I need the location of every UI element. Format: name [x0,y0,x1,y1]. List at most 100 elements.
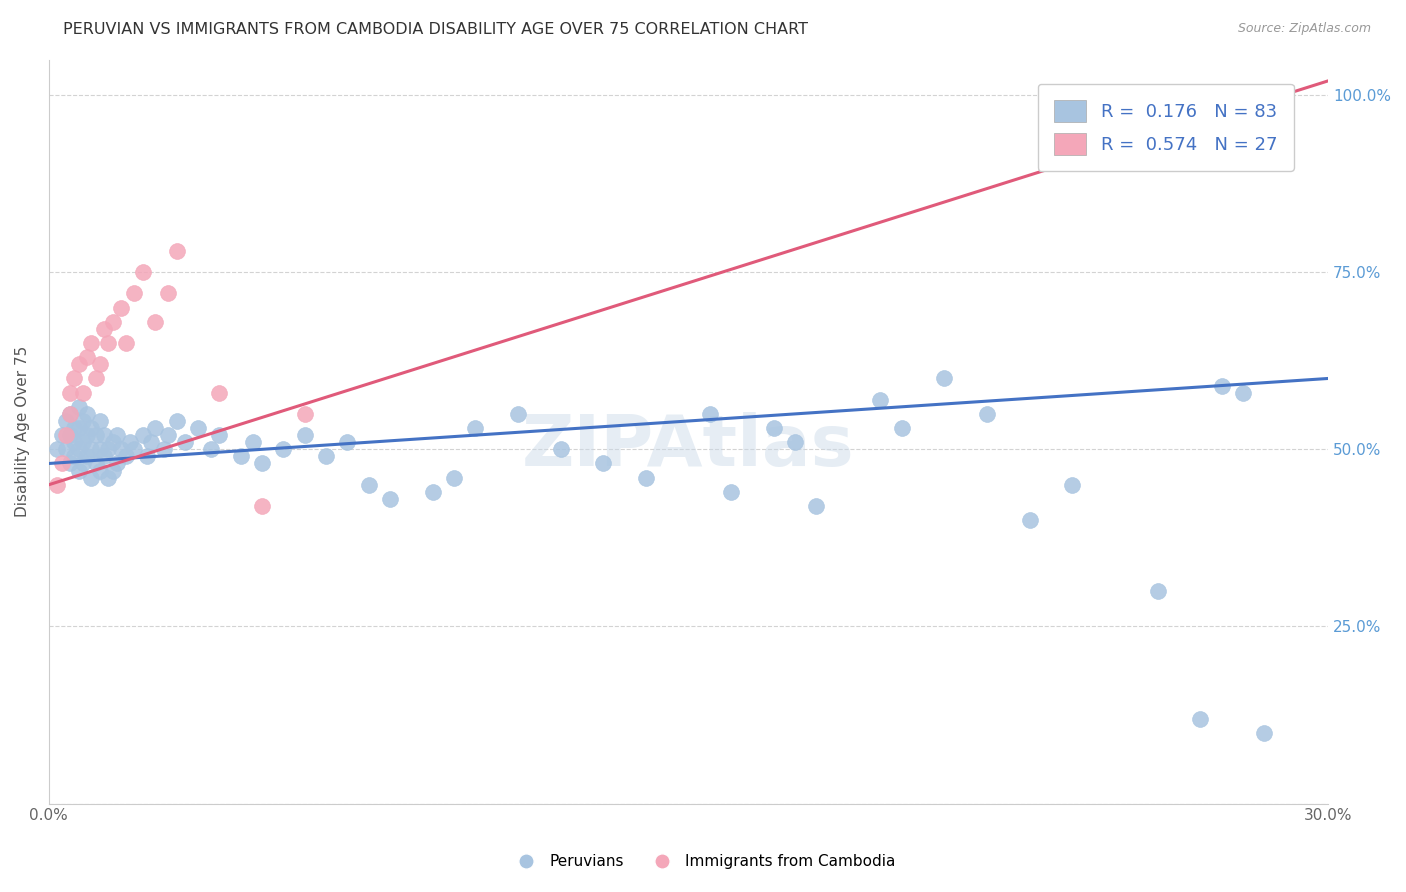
Point [131,265,153,279]
Text: ZIPAtlas: ZIPAtlas [522,412,855,481]
Point [378,491,401,506]
Point [806,499,828,513]
Text: PERUVIAN VS IMMIGRANTS FROM CAMBODIA DISABILITY AGE OVER 75 CORRELATION CHART: PERUVIAN VS IMMIGRANTS FROM CAMBODIA DIS… [63,22,808,37]
Point [76,428,98,442]
Point [976,407,998,421]
Point [135,450,157,464]
Point [131,428,153,442]
Point [271,442,294,457]
Point [1062,477,1084,491]
Point [76,407,98,421]
Point [51,457,73,471]
Point [139,435,162,450]
Legend: Peruvians, Immigrants from Cambodia: Peruvians, Immigrants from Cambodia [505,848,901,875]
Point [80,421,103,435]
Point [59,457,82,471]
Point [1211,378,1233,392]
Point [145,315,167,329]
Point [67,400,90,414]
Point [208,385,231,400]
Point [506,407,529,421]
Point [59,428,82,442]
Point [67,357,90,371]
Point [114,450,136,464]
Point [250,499,273,513]
Point [59,385,82,400]
Point [634,471,657,485]
Point [63,421,86,435]
Point [443,471,465,485]
Point [118,435,141,450]
Point [122,286,145,301]
Point [93,428,115,442]
Point [157,428,180,442]
Point [105,457,128,471]
Point [166,244,188,258]
Point [464,421,486,435]
Point [890,421,912,435]
Point [72,385,94,400]
Point [80,471,103,485]
Point [72,414,94,428]
Point [67,421,90,435]
Point [80,442,103,457]
Point [51,428,73,442]
Point [63,371,86,385]
Point [72,457,94,471]
Point [699,407,721,421]
Point [105,428,128,442]
Point [122,442,145,457]
Point [336,435,359,450]
Point [89,414,111,428]
Point [97,442,120,457]
Point [110,301,132,315]
Point [46,442,69,457]
Point [76,450,98,464]
Point [720,484,742,499]
Point [934,371,956,385]
Point [592,457,614,471]
Point [63,450,86,464]
Point [55,442,77,457]
Point [101,435,124,450]
Point [72,435,94,450]
Point [294,428,316,442]
Point [422,484,444,499]
Point [153,442,176,457]
Point [187,421,209,435]
Point [1253,725,1275,739]
Point [101,464,124,478]
Point [242,435,264,450]
Point [208,428,231,442]
Point [762,421,785,435]
Point [1104,145,1126,159]
Point [97,336,120,351]
Point [869,392,891,407]
Point [783,435,806,450]
Point [145,421,167,435]
Point [1018,513,1040,527]
Text: Source: ZipAtlas.com: Source: ZipAtlas.com [1237,22,1371,36]
Point [200,442,222,457]
Point [229,450,252,464]
Y-axis label: Disability Age Over 75: Disability Age Over 75 [15,346,30,517]
Point [114,336,136,351]
Point [174,435,197,450]
Point [550,442,572,457]
Point [166,414,188,428]
Point [250,457,273,471]
Point [59,407,82,421]
Point [110,442,132,457]
Point [84,428,107,442]
Point [55,428,77,442]
Point [93,450,115,464]
Point [84,371,107,385]
Point [1189,712,1212,726]
Point [59,407,82,421]
Point [67,442,90,457]
Point [89,357,111,371]
Legend: R =  0.176   N = 83, R =  0.574   N = 27: R = 0.176 N = 83, R = 0.574 N = 27 [1038,84,1294,171]
Point [101,315,124,329]
Point [84,457,107,471]
Point [157,286,180,301]
